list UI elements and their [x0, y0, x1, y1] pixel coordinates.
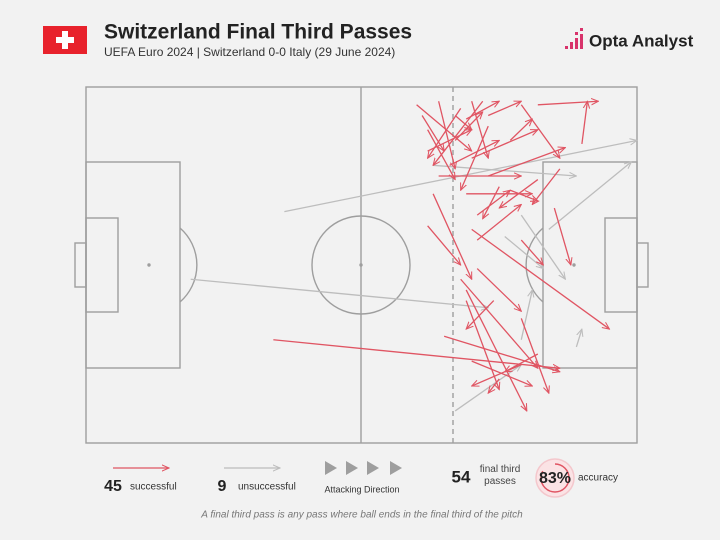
accuracy-label: accuracy	[578, 473, 618, 484]
pass-arrow	[505, 353, 539, 372]
pass-arrow	[465, 289, 528, 411]
legend-label: successful	[130, 482, 177, 493]
accuracy: 83%	[539, 470, 571, 487]
pass-arrow	[509, 119, 532, 141]
pass-arrow	[520, 290, 532, 340]
swiss-flag	[43, 26, 87, 54]
total-label: final third passes	[479, 464, 521, 487]
pass-arrow	[471, 228, 610, 329]
pass-arrow	[581, 101, 588, 145]
pass-arrow	[548, 162, 632, 230]
pass-arrow	[273, 339, 560, 368]
pass-arrow	[460, 278, 538, 368]
pass-arrow	[465, 101, 499, 120]
pass-arrow	[461, 125, 489, 190]
pass-arrow	[520, 104, 560, 158]
total-label-box: final third passes	[479, 464, 521, 487]
pass-arrow	[471, 130, 538, 159]
pass-arrow	[465, 300, 499, 390]
pass-arrow	[421, 115, 444, 151]
pass-arrow	[432, 193, 473, 279]
note: A final third pass is any pass where bal…	[200, 510, 523, 521]
pass-arrow	[190, 278, 489, 307]
pass-arrow	[466, 300, 495, 329]
pass-arrow	[520, 239, 543, 265]
direction-arrows	[325, 461, 402, 475]
title: Switzerland Final Third Passes	[104, 21, 412, 44]
pass-arrow	[510, 189, 538, 201]
pass-arrow	[575, 329, 582, 348]
pass-arrow	[488, 378, 500, 393]
accuracy-ring	[540, 463, 570, 493]
pass-arrow	[449, 139, 500, 166]
total: 54	[452, 467, 471, 486]
legend: 45 successful 9 unsuccessful	[104, 468, 296, 495]
legend-count: 45	[104, 478, 122, 495]
pass-arrow	[428, 108, 462, 158]
pass-arrow	[443, 335, 560, 372]
pass-arrow	[471, 101, 489, 158]
pass-arrow	[476, 268, 521, 312]
passes	[190, 101, 637, 411]
pass-arrow	[520, 214, 565, 279]
direction-label: Attacking Direction	[324, 484, 399, 494]
pass-arrow	[553, 207, 571, 265]
pass-arrow	[472, 364, 522, 386]
pass-arrow	[427, 129, 472, 152]
brand: Opta Analyst	[589, 31, 694, 50]
legend-label: unsuccessful	[238, 482, 296, 493]
pass-arrow	[427, 129, 456, 180]
pass-arrow	[416, 104, 472, 151]
pass-arrow	[487, 101, 521, 117]
brand-icon	[565, 28, 583, 49]
pass-arrow	[427, 225, 461, 265]
pass-arrow	[476, 204, 521, 241]
subtitle: UEFA Euro 2024 | Switzerland 0-0 Italy (…	[104, 45, 395, 59]
pass-arrow	[454, 114, 472, 129]
pass-arrow	[488, 148, 565, 177]
pass-arrow	[438, 101, 456, 169]
legend-count: 9	[218, 478, 227, 495]
pitch	[74, 86, 649, 444]
pass-arrow	[483, 186, 500, 219]
